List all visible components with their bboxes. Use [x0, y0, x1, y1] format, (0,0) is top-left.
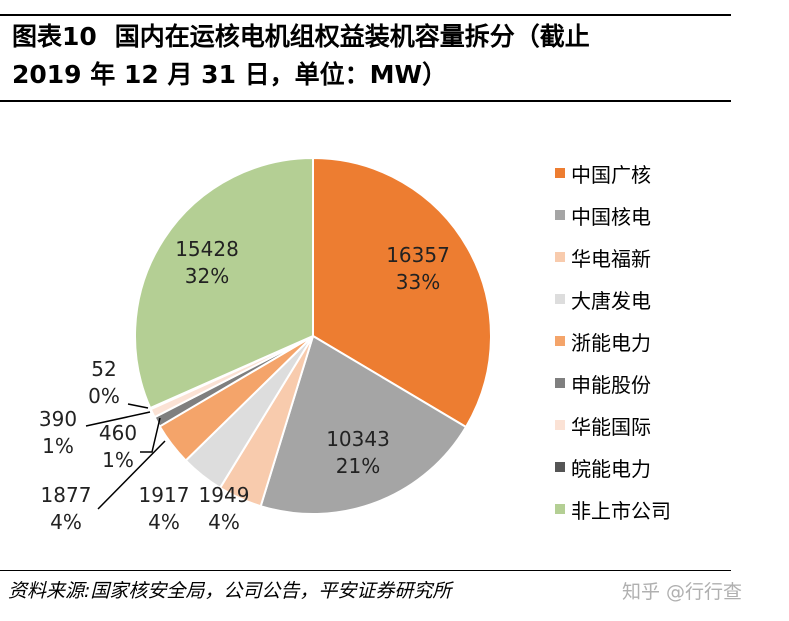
legend-label: 华能国际 — [571, 414, 651, 439]
legend-swatch — [555, 210, 565, 220]
leader-line — [85, 411, 151, 427]
slice-data-label: 390 1% — [39, 407, 77, 458]
legend-item: 华电福新 — [555, 236, 671, 278]
legend-item: 华能国际 — [555, 404, 671, 446]
pie-slice — [312, 156, 492, 429]
legend-label: 华电福新 — [571, 246, 651, 271]
leader-lines — [85, 403, 166, 510]
slice-data-label: 1949 4% — [199, 483, 250, 534]
title-line-2: 2019 年 12 月 31 日，单位：MW） — [12, 60, 448, 89]
leader-line — [127, 403, 149, 409]
chart-title: 图表10 国内在运核电机组权益装机容量拆分（截止 2019 年 12 月 31 日… — [12, 18, 712, 94]
chart-legend: 中国广核中国核电华电福新大唐发电浙能电力申能股份华能国际皖能电力非上市公司 — [555, 152, 671, 530]
title-line-1: 国内在运核电机组权益装机容量拆分（截止 — [114, 22, 590, 51]
leader-line — [97, 440, 166, 510]
legend-swatch — [555, 420, 565, 430]
legend-item: 申能股份 — [555, 362, 671, 404]
leader-line — [140, 417, 161, 453]
slice-data-label: 15428 32% — [175, 237, 239, 288]
legend-swatch — [555, 336, 565, 346]
legend-swatch — [555, 504, 565, 514]
legend-swatch — [555, 252, 565, 262]
legend-item: 中国广核 — [555, 152, 671, 194]
legend-item: 大唐发电 — [555, 278, 671, 320]
legend-label: 中国核电 — [571, 204, 651, 229]
legend-label: 非上市公司 — [571, 498, 671, 523]
legend-label: 浙能电力 — [571, 330, 651, 355]
legend-label: 申能股份 — [571, 372, 651, 397]
legend-item: 皖能电力 — [555, 446, 671, 488]
slice-data-label: 460 1% — [99, 421, 137, 472]
title-rule — [0, 100, 731, 102]
slice-labels: 16357 33% 10343 21% 1949 4%1917 4% 1877 4%460 1% 3… — [39, 237, 450, 534]
slice-data-label: 52 0% — [88, 357, 120, 408]
pie-slice — [259, 334, 468, 515]
slice-data-label: 1877 4% — [41, 483, 92, 534]
bottom-rule — [0, 570, 731, 571]
legend-swatch — [555, 294, 565, 304]
watermark: 知乎 @行行查 — [622, 581, 743, 603]
top-rule — [0, 14, 731, 16]
legend-swatch — [555, 462, 565, 472]
figure-label: 图表10 — [12, 22, 97, 51]
slice-data-label: 16357 33% — [386, 243, 450, 294]
pie-slices — [134, 156, 492, 515]
slice-data-label: 10343 21% — [326, 427, 390, 478]
pie-slice — [134, 156, 314, 410]
legend-label: 中国广核 — [571, 162, 651, 187]
legend-swatch — [555, 378, 565, 388]
legend-item: 非上市公司 — [555, 488, 671, 530]
slice-data-label: 1917 4% — [139, 483, 190, 534]
source-note: 资料来源:国家核安全局，公司公告，平安证券研究所 — [8, 580, 452, 602]
legend-swatch — [555, 168, 565, 178]
legend-item: 中国核电 — [555, 194, 671, 236]
legend-label: 皖能电力 — [571, 456, 651, 481]
legend-item: 浙能电力 — [555, 320, 671, 362]
legend-label: 大唐发电 — [571, 288, 651, 313]
